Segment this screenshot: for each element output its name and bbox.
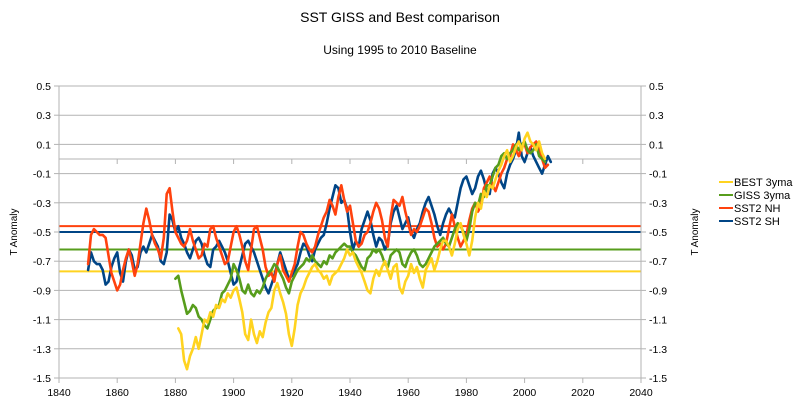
axes: 0.5 0.5 0.3 0.3 0.1 0.1 -0.1 -0.1 -0.3 -0.3 -0.5 -0… xyxy=(33,81,667,399)
x-tick-label: 2000 xyxy=(513,387,537,399)
chart-title: SST GISS and Best comparison xyxy=(300,9,500,25)
legend-label: SST2 NH xyxy=(734,203,781,215)
y-tick-label-left: 0.5 xyxy=(36,81,51,93)
x-tick-label: 1840 xyxy=(47,387,71,399)
chart-subtitle: Using 1995 to 2010 Baseline xyxy=(323,43,477,57)
x-tick-label: 2020 xyxy=(571,387,595,399)
x-tick-label: 1920 xyxy=(280,387,304,399)
y-tick-label-left: -0.5 xyxy=(33,227,51,239)
y-tick-label-left: -0.3 xyxy=(33,198,51,210)
y-tick-label-left: -1.5 xyxy=(33,373,51,385)
y-tick-label-right: -0.3 xyxy=(649,198,667,210)
y-tick-label-left: -1.3 xyxy=(33,344,51,356)
series-line-sst2-sh xyxy=(86,131,553,295)
y-tick-label-left: 0.3 xyxy=(36,110,51,122)
x-tick-label: 1900 xyxy=(222,387,246,399)
y-tick-label-right: 0.5 xyxy=(649,81,664,93)
legend-label: SST2 SH xyxy=(734,216,780,228)
legend-label: BEST 3yma xyxy=(734,177,793,189)
series-lines xyxy=(86,131,553,371)
y-tick-label-right: 0.1 xyxy=(649,139,664,151)
y-tick-label-left: -0.7 xyxy=(33,256,51,268)
y-tick-label-right: -0.7 xyxy=(649,256,667,268)
y-tick-label-right: -1.3 xyxy=(649,344,667,356)
x-tick-label: 1940 xyxy=(338,387,362,399)
x-tick-label: 1860 xyxy=(106,387,130,399)
y-axis-title-left: T Anomaly xyxy=(9,208,20,255)
x-tick-label: 1960 xyxy=(397,387,421,399)
y-tick-label-right: -1.5 xyxy=(649,373,667,385)
x-tick-label: 1880 xyxy=(164,387,188,399)
y-axis-title-right: T Anomaly xyxy=(690,208,701,255)
y-tick-label-left: -0.9 xyxy=(33,285,51,297)
series-line-best-3yma xyxy=(177,131,547,371)
y-tick-label-right: 0.3 xyxy=(649,110,664,122)
y-tick-label-right: -0.5 xyxy=(649,227,667,239)
x-tick-label: 1980 xyxy=(455,387,479,399)
y-tick-label-left: -0.1 xyxy=(33,169,51,181)
y-tick-label-left: 0.1 xyxy=(36,139,51,151)
y-tick-label-right: -1.1 xyxy=(649,315,667,327)
y-tick-label-right: -0.9 xyxy=(649,285,667,297)
y-tick-label-left: -1.1 xyxy=(33,315,51,327)
x-tick-label: 2040 xyxy=(629,387,653,399)
legend-label: GISS 3yma xyxy=(734,190,791,202)
y-tick-label-right: -0.1 xyxy=(649,169,667,181)
